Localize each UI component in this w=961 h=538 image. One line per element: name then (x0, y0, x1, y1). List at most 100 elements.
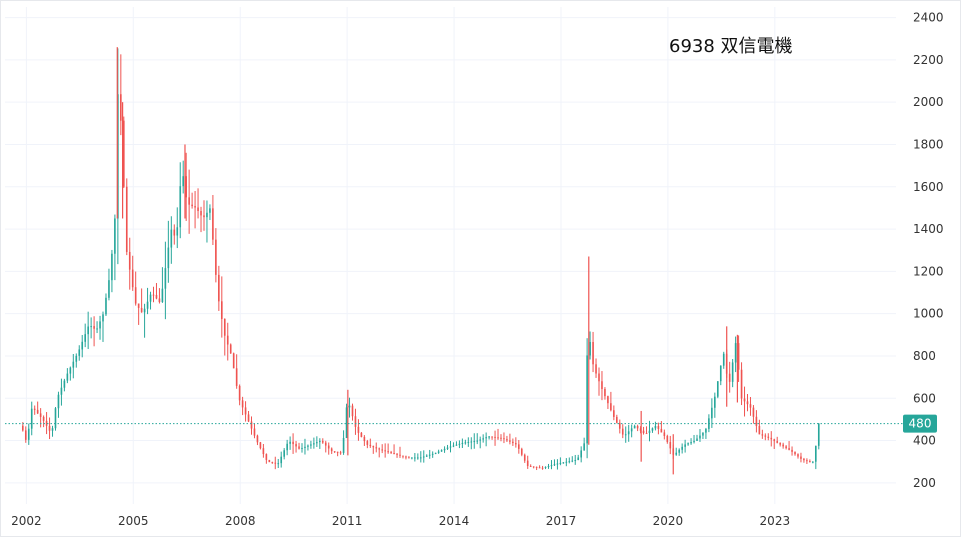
candle-body (200, 210, 202, 216)
x-axis: 2002 2005 2008 2011 2014 2017 2020 2023 (11, 514, 790, 528)
candle-body (313, 443, 315, 445)
candle-body (696, 438, 698, 441)
candle-body (657, 425, 660, 429)
candle-body (72, 361, 75, 368)
candle-body (39, 413, 42, 417)
candle-body (690, 442, 692, 444)
candle-body (699, 435, 701, 439)
candle-body (785, 446, 787, 449)
last-price-tag: 480 (903, 414, 937, 433)
candle-body (722, 353, 725, 366)
x-tick-label: 2017 (546, 514, 577, 528)
candle-body (512, 441, 514, 444)
candle-body (140, 307, 143, 313)
x-tick-label: 2023 (760, 514, 791, 528)
last-price-label: 480 (909, 417, 932, 431)
candle-body (642, 430, 645, 434)
y-tick-label: 200 (913, 476, 936, 490)
candle-body (182, 176, 185, 187)
candle-body (408, 457, 410, 459)
candle-body (146, 301, 149, 309)
candle-body (755, 416, 758, 426)
candle-body (515, 443, 517, 445)
candle-body (806, 460, 808, 462)
candle-body (616, 416, 618, 423)
candle-body (613, 410, 615, 417)
candle-body (399, 454, 401, 456)
candle-body (500, 437, 502, 439)
candle-body (452, 445, 455, 447)
candle-body (363, 436, 366, 442)
candle-body (131, 269, 134, 288)
candle-body (764, 435, 767, 437)
candle-body (226, 335, 229, 345)
candle-body (791, 449, 793, 452)
candle-body (482, 438, 484, 440)
candle-body (286, 443, 288, 451)
candle-body (553, 464, 556, 466)
candle-body (330, 448, 333, 452)
candle-body (636, 425, 639, 429)
candle-body (42, 416, 45, 421)
candle-body (54, 408, 57, 429)
candle-body (660, 428, 663, 433)
candle-body (402, 455, 404, 457)
candle-body (69, 367, 72, 374)
candle-body (520, 448, 523, 455)
candles (22, 47, 820, 475)
candle-body (461, 442, 464, 444)
candle-body (339, 452, 342, 454)
candle-body (817, 423, 820, 446)
candle-body (30, 408, 33, 429)
candle-body (375, 447, 378, 449)
candle-body (669, 442, 672, 449)
y-axis: 200 400 600 800 1000 1200 1400 1600 1800 2000 2200… (913, 11, 944, 490)
candle-body (455, 444, 458, 446)
candle-body (212, 208, 214, 240)
candle-body (342, 437, 345, 453)
candle-body (684, 444, 686, 447)
candle-body (277, 463, 280, 465)
candle-body (711, 407, 713, 419)
candle-body (265, 454, 268, 460)
candle-body (238, 385, 241, 401)
candle-body (125, 186, 128, 252)
candle-body (803, 458, 805, 461)
candle-body (437, 451, 440, 453)
candle-body (158, 298, 161, 303)
candle-body (114, 218, 116, 254)
candle-body (618, 422, 621, 429)
candle-body (431, 453, 434, 455)
candle-body (574, 459, 577, 461)
candle-body (215, 239, 217, 275)
candle-body (203, 215, 205, 218)
candle-body (304, 446, 306, 448)
candle-body (321, 440, 324, 443)
chart-title: 6938 双信電機 (669, 36, 793, 57)
candle-body (259, 442, 262, 449)
candle-body (333, 451, 336, 453)
candle-body (137, 303, 140, 308)
candle-body (316, 442, 318, 444)
candle-body (592, 341, 594, 365)
candle-body (728, 373, 731, 382)
candle-body (476, 440, 479, 442)
candle-body (256, 435, 259, 443)
y-tick-label: 800 (913, 349, 936, 363)
candle-body (550, 465, 553, 467)
candle-body (497, 437, 499, 439)
candle-body (134, 287, 137, 304)
y-tick-label: 1600 (913, 180, 944, 194)
candle-body (289, 441, 291, 444)
candle-body (393, 452, 395, 454)
candle-body (607, 396, 609, 404)
x-tick-label: 2002 (11, 514, 42, 528)
candle-body (262, 448, 265, 455)
y-tick-label: 2200 (913, 53, 944, 67)
candle-body (740, 369, 743, 399)
candle-body (244, 407, 247, 415)
candle-body (743, 398, 746, 402)
candle-body (425, 455, 428, 457)
candle-body (752, 407, 755, 417)
